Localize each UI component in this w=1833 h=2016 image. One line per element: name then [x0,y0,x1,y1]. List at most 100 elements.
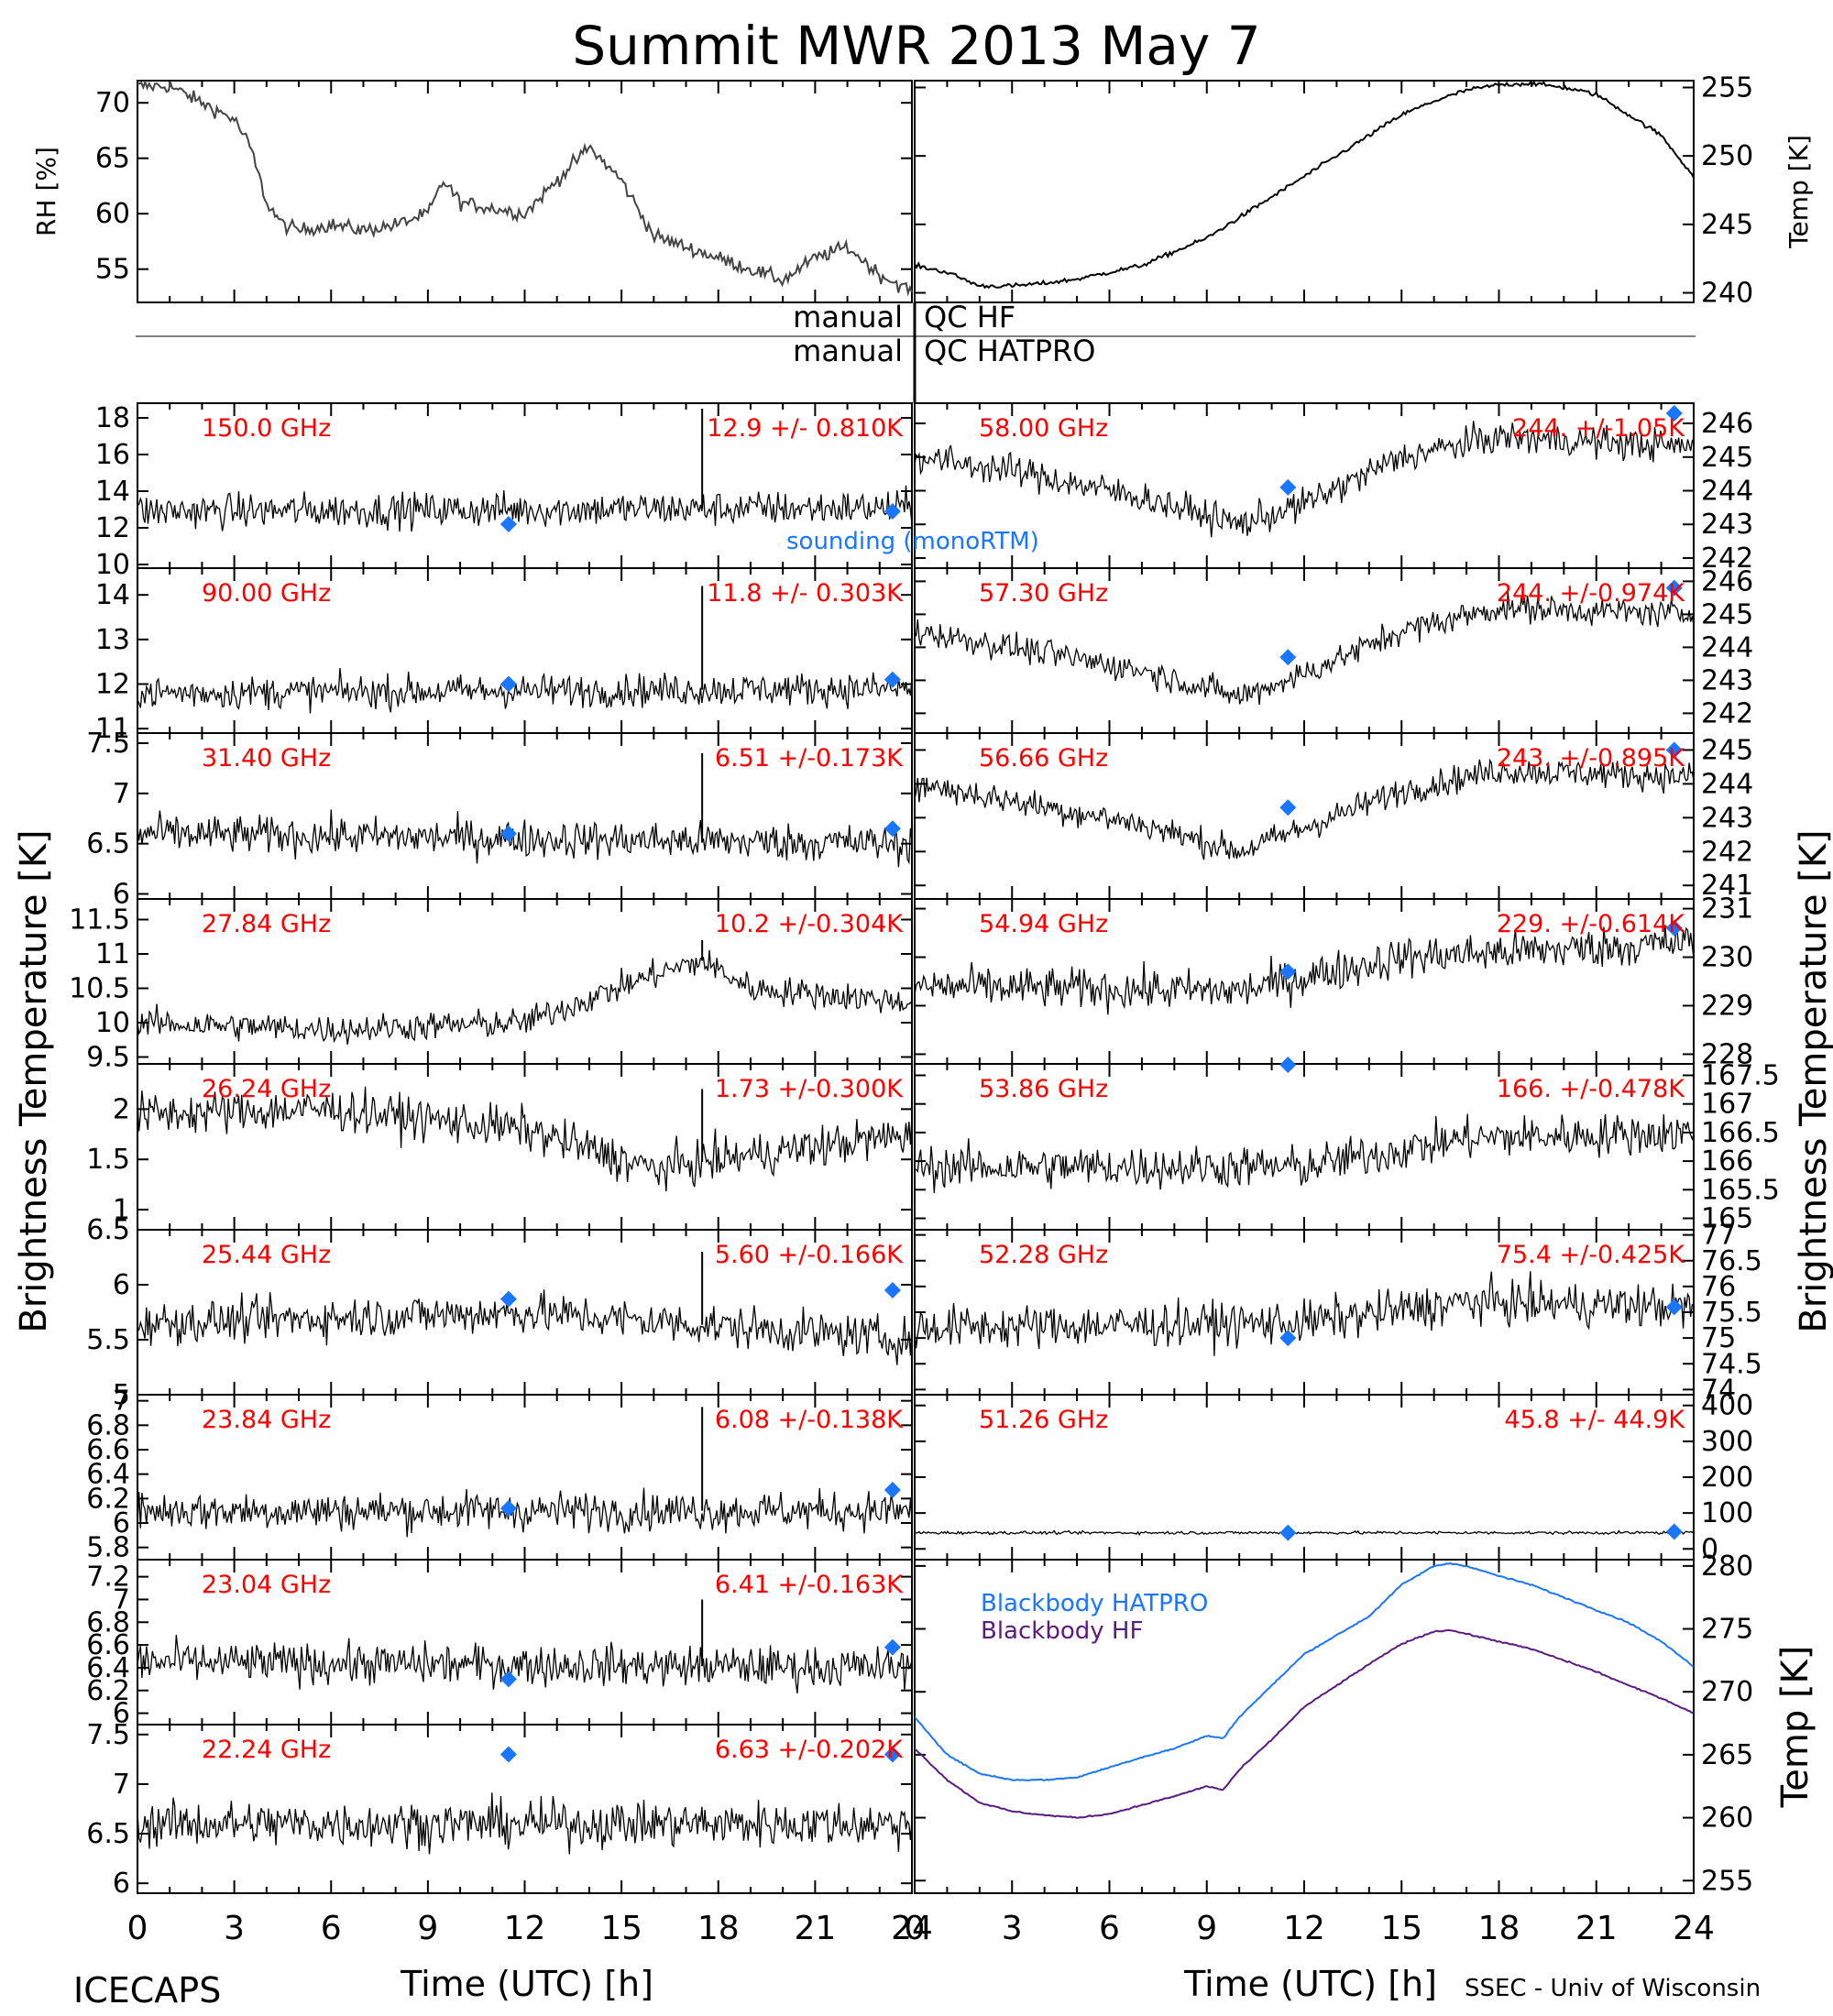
bt-right-4-sounding-marker [1279,1057,1297,1073]
temp-panel-frame [914,80,1695,303]
bt-right-2-ytick-label: 244 [1701,768,1753,800]
bt-left-1-stats-label: 11.8 +/- 0.303K [707,579,904,608]
x-axis-label-left: Time (UTC) [h] [400,1964,653,2004]
bt-right-5-ytick-label: 77 [1701,1220,1736,1252]
bt-left-8-sounding-marker [884,1746,901,1763]
rh-panel-ytick-label: 70 [95,87,130,119]
bt-right-2-data [914,758,1695,860]
bt-left-6-ytick-label: 7 [113,1386,130,1418]
blackbody-panel-xtick-label: 12 [1283,1910,1325,1947]
bt-left-8-ytick-label: 7 [113,1769,130,1801]
bt-left-0-ytick-label: 18 [95,402,130,434]
bt-left-6-ytick-label: 6.6 [86,1434,130,1466]
bt-left-8-xtick-label: 15 [600,1910,642,1947]
figure-title: Summit MWR 2013 May 7 [572,15,1260,77]
bt-left-0-data [137,485,913,532]
bt-left-0-sounding-marker [884,503,901,520]
bt-right-6-ytick-label: 400 [1701,1390,1753,1422]
bt-left-7-ytick-label: 6.8 [86,1606,130,1638]
bt-left-1-ytick-label: 14 [95,579,130,611]
bt-right-3-ytick-label: 229 [1701,990,1753,1022]
legend-bb-hatpro: Blackbody HATPRO [981,1590,1208,1617]
bt-right-2-ytick-label: 243 [1701,802,1753,834]
bt-left-2-ytick-label: 7.5 [86,728,130,760]
bt-left-7-sounding-marker [499,1671,517,1688]
bt-right-3-data [914,925,1695,1015]
bt-left-2-stats-label: 6.51 +/-0.173K [715,744,904,772]
bt-left-5-ytick-label: 5 [113,1379,130,1411]
bt-left-6-stats-label: 6.08 +/-0.138K [715,1406,904,1434]
blackbody-panel-xtick-label: 9 [1196,1910,1217,1947]
footer-ssec: SSEC - Univ of Wisconsin [1465,1975,1761,2002]
bt-right-1-stats-label: 244. +/-0.974K [1497,579,1685,608]
bt-left-4-data [137,1086,913,1192]
legend-bb-hf: Blackbody HF [981,1617,1143,1645]
bt-left-8-sounding-marker [499,1746,517,1763]
bt-right-5-frequency-label: 52.28 GHz [979,1241,1108,1269]
bt-right-2-sounding-marker [1665,741,1683,759]
bt-right-6-stats-label: 45.8 +/- 44.9K [1504,1406,1685,1434]
bt-right-6-frequency-label: 51.26 GHz [979,1406,1108,1434]
bt-left-8-ytick-label: 7.5 [86,1719,130,1751]
bt-right-5-ytick-label: 75 [1701,1322,1736,1354]
bt-left-7-ytick-label: 7.2 [86,1561,130,1594]
blackbody-panel-xtick-label: 15 [1380,1910,1422,1947]
bt-right-0-stats-label: 244. +/-1.05K [1512,414,1685,443]
bt-right-4-data [914,1113,1695,1193]
bt-right-2-ytick-label: 242 [1701,836,1753,868]
bt-left-6-ytick-label: 6 [113,1507,130,1539]
bt-left-4-frequency-label: 26.24 GHz [202,1075,331,1103]
blackbody-panel-ytick-label: 265 [1701,1739,1753,1771]
bt-left-1-sounding-marker [499,675,517,693]
bt-right-6-ytick-label: 100 [1701,1497,1753,1529]
rh-panel-ytick-label: 65 [95,143,130,175]
bt-left-8-frequency-label: 22.24 GHz [202,1736,331,1764]
bt-left-0-ytick-label: 14 [95,476,130,508]
bt-right-4-frequency-label: 53.86 GHz [979,1075,1108,1103]
blackbody-panel-xtick-label: 6 [1099,1910,1120,1947]
bt-left-5-ytick-label: 6.5 [86,1214,130,1246]
bt-right-2-sounding-marker [1279,799,1297,816]
bt-right-4-ytick-label: 166 [1701,1145,1753,1178]
bt-left-0-ytick-label: 10 [95,549,130,581]
bt-left-2-ytick-label: 6 [113,879,130,911]
bt-right-0-data [914,421,1695,538]
bt-left-8-data [137,1792,913,1855]
bt-right-4-stats-label: 166. +/-0.478K [1497,1075,1685,1103]
bt-left-8-xtick-label: 3 [224,1910,245,1947]
bt-right-4-ytick-label: 165.5 [1701,1174,1780,1206]
bt-right-3-ytick-label: 231 [1701,893,1753,926]
bt-left-2-sounding-marker [884,820,901,838]
bt-left-3-stats-label: 10.2 +/-0.304K [715,910,904,938]
bt-right-1-ytick-label: 242 [1701,697,1753,729]
bt-left-8-xtick-label: 12 [504,1910,546,1947]
bt-left-6-ytick-label: 6.2 [86,1483,130,1515]
bt-left-3-data [137,949,913,1046]
y-axis-label-left: Brightness Temperature [K] [13,829,55,1332]
blackbody-panel-ytick-label: 275 [1701,1614,1753,1646]
bt-left-5-frequency-label: 25.44 GHz [202,1241,331,1269]
bt-left-1-ytick-label: 11 [95,713,130,745]
bt-left-8-stats-label: 6.63 +/-0.202K [715,1736,904,1764]
blackbody-panel-xtick-label: 0 [905,1910,926,1947]
bt-left-5-sounding-marker [499,1290,517,1308]
bt-left-1-sounding-marker [884,671,901,688]
bt-left-5-data [137,1289,913,1365]
bt-right-0-ytick-label: 242 [1701,542,1753,575]
bt-left-8-xtick-label: 24 [891,1910,933,1947]
bt-left-5-ytick-label: 6 [113,1269,130,1301]
bt-right-3-frequency-label: 54.94 GHz [979,910,1108,938]
bt-right-6-ytick-label: 0 [1701,1533,1718,1565]
bt-right-2-ytick-label: 245 [1701,734,1753,766]
x-axis-label-right: Time (UTC) [h] [1183,1964,1437,2004]
bt-left-3-ytick-label: 11 [95,938,130,970]
bt-right-4-ytick-label: 165 [1701,1203,1753,1235]
temp-axis-label: Temp [K] [1784,135,1814,249]
blackbody-panel-xtick-label: 3 [1002,1910,1023,1947]
bt-left-7-data [137,1635,913,1693]
bt-left-6-ytick-label: 6.8 [86,1409,130,1441]
bt-left-6-frequency-label: 23.84 GHz [202,1406,331,1434]
bt-left-8-xtick-label: 6 [321,1910,342,1947]
bt-left-0-ytick-label: 16 [95,439,130,471]
